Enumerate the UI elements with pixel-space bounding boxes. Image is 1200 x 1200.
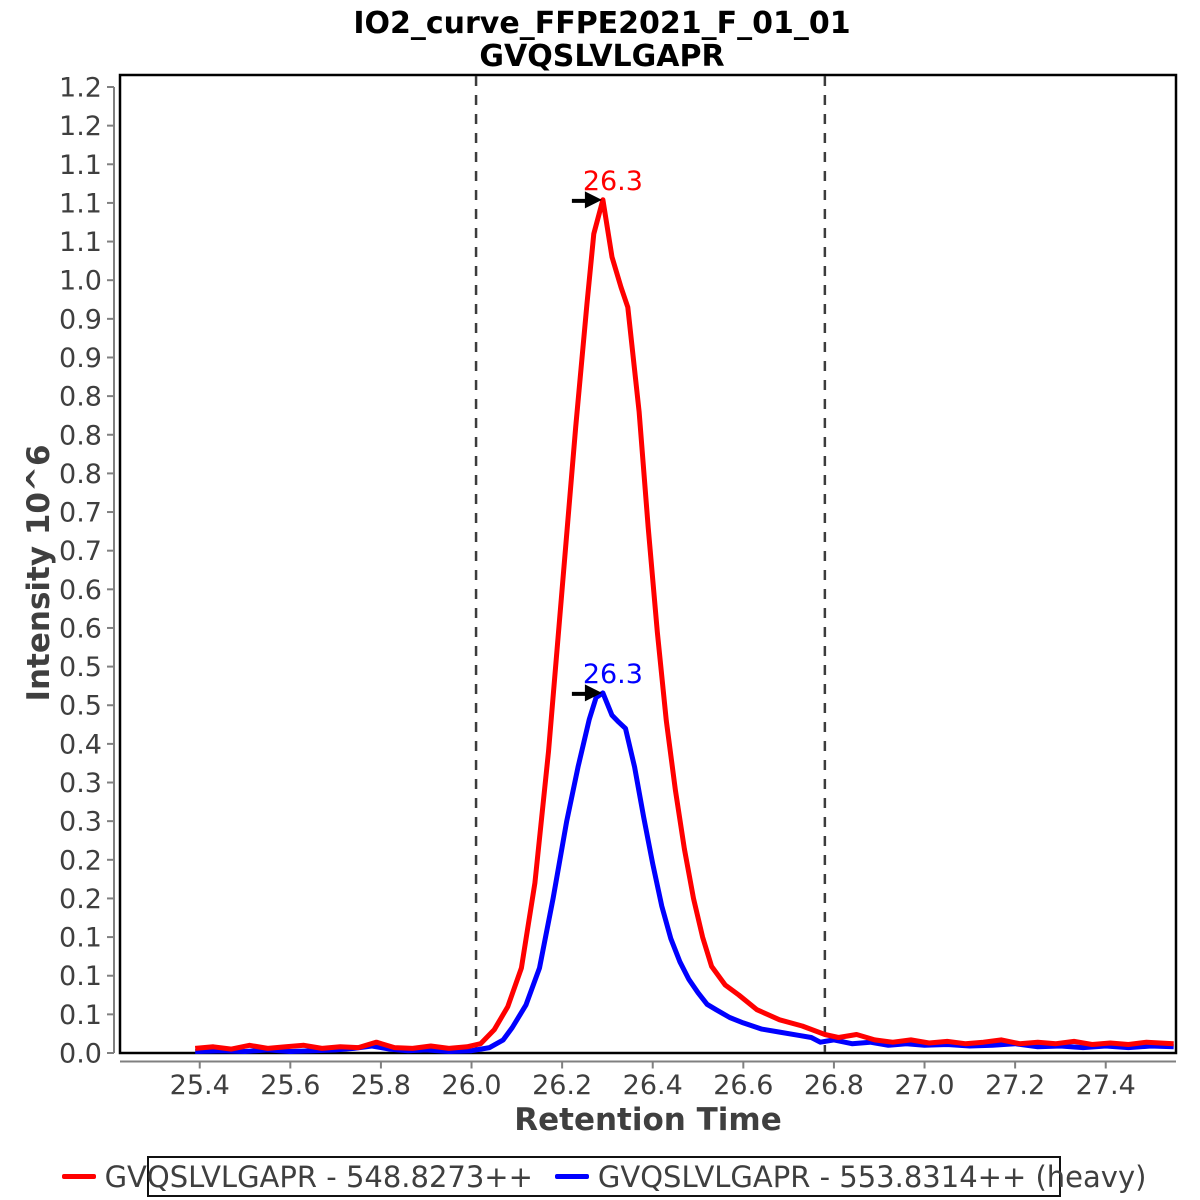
- legend: GVQSLVLGAPR - 548.8273++ GVQSLVLGAPR - 5…: [61, 1156, 1146, 1197]
- y-tick-label: 0.1: [59, 1000, 102, 1031]
- y-tick-label: 1.2: [59, 111, 102, 142]
- plot-title-line1: IO2_curve_FFPE2021_F_01_01: [353, 6, 851, 41]
- y-tick-label: 0.3: [59, 768, 102, 799]
- legend-label-light: GVQSLVLGAPR - 548.8273++: [104, 1159, 533, 1194]
- legend-entry-heavy: GVQSLVLGAPR - 553.8314++ (heavy): [554, 1159, 1147, 1194]
- y-tick-label: 1.1: [59, 188, 102, 219]
- peak-rt-label: 26.3: [583, 166, 643, 197]
- y-tick-label: 0.8: [59, 382, 102, 413]
- x-tick-label: 26.8: [804, 1070, 864, 1101]
- y-tick-label: 0.9: [59, 343, 102, 374]
- peak-rt-label: 26.3: [583, 659, 643, 690]
- y-tick-label: 0.2: [59, 884, 102, 915]
- legend-entry-light: GVQSLVLGAPR - 548.8273++: [61, 1159, 533, 1194]
- y-tick-label: 0.8: [59, 459, 102, 490]
- peak-arrow-icon: [584, 684, 602, 702]
- legend-label-heavy: GVQSLVLGAPR - 553.8314++ (heavy): [597, 1159, 1147, 1194]
- y-tick-label: 0.6: [59, 575, 102, 606]
- x-tick-label: 26.0: [441, 1070, 501, 1101]
- y-tick-label: 0.2: [59, 845, 102, 876]
- y-tick-label: 0.6: [59, 613, 102, 644]
- y-tick-label: 0.4: [59, 729, 102, 760]
- x-tick-label: 25.6: [260, 1070, 320, 1101]
- legend-swatch-red-icon: [61, 1174, 96, 1179]
- x-tick-label: 26.4: [623, 1070, 683, 1101]
- x-tick-label: 27.2: [985, 1070, 1045, 1101]
- light-series-line: [194, 197, 1174, 1052]
- y-tick-label: 0.5: [59, 652, 102, 683]
- y-axis-ticks: 1.2 1.2 1.1 1.1 1.1 1.0 0.9 0.9 0.8 0.8 0.8 0.7 0.7 0…: [59, 73, 115, 1070]
- x-axis-ticks: 25.4 25.6 25.8 26.0 26.2 26.4 26.6 26.8 27.0 27.2…: [120, 1060, 1176, 1101]
- heavy-series-line: [195, 690, 1174, 1054]
- legend-swatch-blue-icon: [554, 1174, 589, 1179]
- y-tick-label: 0.7: [59, 498, 102, 529]
- plot-frame: [118, 73, 1178, 1055]
- y-tick-label: 0.5: [59, 691, 102, 722]
- x-tick-label: 25.4: [170, 1070, 230, 1101]
- x-tick-label: 27.4: [1076, 1070, 1136, 1101]
- y-tick-label: 0.3: [59, 807, 102, 838]
- y-tick-label: 1.0: [59, 266, 102, 297]
- y-tick-label: 0.8: [59, 420, 102, 451]
- y-axis-title: Intensity 10^6: [21, 444, 57, 702]
- y-tick-label: 0.1: [59, 961, 102, 992]
- x-tick-label: 25.8: [351, 1070, 411, 1101]
- y-tick-label: 0.7: [59, 536, 102, 567]
- plot-title-line2: GVQSLVLGAPR: [479, 39, 725, 74]
- y-tick-label: 1.1: [59, 150, 102, 181]
- plot-title: IO2_curve_FFPE2021_F_01_01 GVQSLVLGAPR: [0, 7, 1200, 73]
- x-axis-title: Retention Time: [514, 1102, 782, 1138]
- y-tick-label: 1.2: [59, 73, 102, 104]
- x-tick-label: 26.2: [532, 1070, 592, 1101]
- y-tick-label: 0.9: [59, 304, 102, 335]
- x-tick-label: 27.0: [894, 1070, 954, 1101]
- y-tick-label: 0.0: [59, 1039, 102, 1070]
- peak-arrow-icon: [584, 191, 602, 209]
- y-tick-label: 0.1: [59, 923, 102, 954]
- x-tick-label: 26.6: [713, 1070, 773, 1101]
- y-tick-label: 1.1: [59, 227, 102, 258]
